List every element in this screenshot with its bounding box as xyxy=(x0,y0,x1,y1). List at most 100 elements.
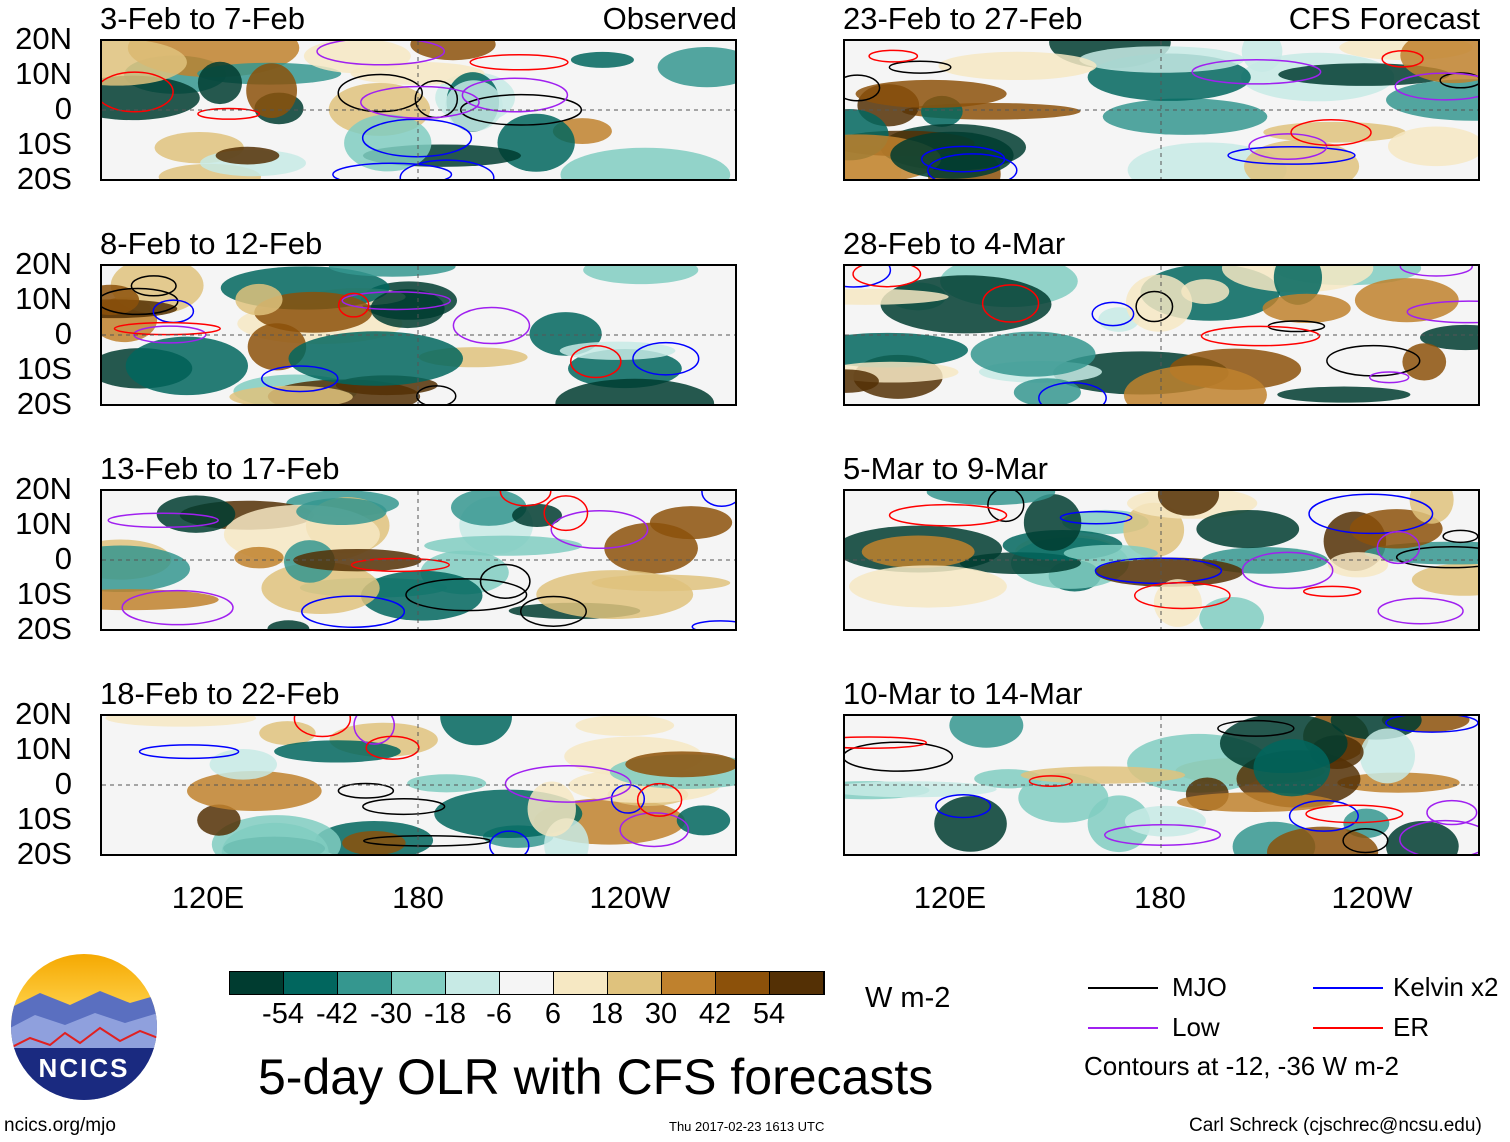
er-contour xyxy=(543,495,589,532)
olr-anomaly-blob xyxy=(407,774,487,793)
colorbar-swatch xyxy=(554,972,608,994)
low-contour xyxy=(1368,371,1410,384)
kelvin-contour xyxy=(399,159,495,179)
colorbar-swatch xyxy=(392,972,446,994)
panel-label: Observed xyxy=(602,1,737,36)
olr-anomaly-blob xyxy=(440,716,513,746)
mjo-contour xyxy=(102,287,179,316)
olr-anomaly-blob xyxy=(288,331,464,386)
kelvin-contour xyxy=(632,341,700,376)
er-contour xyxy=(1302,585,1362,598)
er-contour xyxy=(197,107,261,120)
lat-label: 10S xyxy=(16,351,72,386)
colorbar-swatch xyxy=(284,972,338,994)
low-contour xyxy=(550,509,649,550)
kelvin-contour xyxy=(1059,510,1133,525)
olr-anomaly-blob xyxy=(1199,597,1265,629)
olr-anomaly-blob xyxy=(267,620,310,629)
mjo-contour xyxy=(1326,344,1421,377)
er-contour xyxy=(337,292,370,318)
colorbar-swatch xyxy=(500,972,554,994)
kelvin-contour xyxy=(1094,557,1223,585)
legend-line-low xyxy=(1088,1027,1158,1029)
mjo-contour xyxy=(130,275,177,297)
olr-anomaly-blob xyxy=(1409,491,1454,524)
olr-anomaly-blob xyxy=(1079,46,1245,73)
olr-anomaly-blob xyxy=(527,781,576,837)
er-contour xyxy=(365,735,420,760)
olr-anomaly-blob xyxy=(657,47,735,88)
olr-anomaly-blob xyxy=(1244,139,1360,179)
olr-anomaly-blob xyxy=(861,535,975,568)
olr-anomaly-blob xyxy=(1359,728,1416,784)
mjo-contour xyxy=(1395,546,1478,569)
er-contour xyxy=(845,736,927,749)
panel-title: 3-Feb to 7-Feb xyxy=(100,1,306,36)
olr-field xyxy=(102,41,735,179)
lat-label: 20N xyxy=(15,696,72,731)
olr-anomaly-blob xyxy=(1327,552,1389,578)
olr-anomaly-blob xyxy=(102,589,219,611)
olr-anomaly-blob xyxy=(235,283,283,316)
olr-anomaly-blob xyxy=(1063,544,1158,562)
olr-anomaly-blob xyxy=(536,570,694,619)
olr-anomaly-blob xyxy=(197,61,243,105)
olr-anomaly-blob xyxy=(451,491,527,526)
lat-label: 20S xyxy=(16,836,72,871)
ncics-logo: NCICS xyxy=(10,953,158,1101)
lat-label: 0 xyxy=(54,766,72,801)
mjo-contour xyxy=(1442,529,1478,544)
er-contour xyxy=(1028,775,1073,788)
olr-anomaly-blob xyxy=(1402,343,1447,381)
footer-url[interactable]: ncics.org/mjo xyxy=(4,1115,116,1136)
colorbar-swatch xyxy=(770,972,824,994)
olr-field xyxy=(845,266,1478,404)
low-contour xyxy=(353,716,396,745)
olr-anomaly-blob xyxy=(1411,563,1478,596)
kelvin-contour xyxy=(1288,799,1359,832)
er-contour xyxy=(852,266,922,288)
olr-field xyxy=(845,41,1478,179)
olr-anomaly-blob xyxy=(102,75,200,121)
er-contour xyxy=(469,53,569,71)
olr-field xyxy=(102,266,735,404)
mjo-contour xyxy=(888,60,952,74)
map-panel xyxy=(843,39,1480,181)
olr-anomaly-blob xyxy=(186,771,322,811)
lat-label: 20S xyxy=(16,386,72,421)
er-contour xyxy=(293,716,352,738)
panel-title: 10-Mar to 14-Mar xyxy=(843,676,1083,711)
kelvin-contour xyxy=(1038,381,1107,404)
lon-label: 180 xyxy=(1134,880,1186,915)
olr-anomaly-blob xyxy=(105,716,257,727)
lat-label: 10S xyxy=(16,576,72,611)
olr-anomaly-blob xyxy=(259,721,316,746)
lat-label: 20S xyxy=(16,161,72,196)
er-contour xyxy=(981,284,1040,323)
colorbar-tick-label: -42 xyxy=(316,998,358,1030)
olr-anomaly-blob xyxy=(1087,795,1151,853)
low-contour xyxy=(121,589,234,626)
olr-anomaly-blob xyxy=(845,288,949,305)
colorbar-tick-label: -6 xyxy=(486,998,512,1030)
olr-anomaly-blob xyxy=(1337,772,1460,793)
low-contour xyxy=(461,77,569,113)
olr-anomaly-blob xyxy=(234,546,284,569)
mjo-contour xyxy=(405,578,528,612)
olr-anomaly-blob xyxy=(424,535,582,556)
olr-anomaly-blob xyxy=(555,378,715,404)
colorbar-swatch xyxy=(230,972,284,994)
low-contour xyxy=(619,812,690,848)
low-contour xyxy=(1426,799,1478,826)
olr-field xyxy=(102,491,735,629)
legend-label-low: Low xyxy=(1172,1012,1220,1042)
olr-anomaly-blob xyxy=(1023,494,1082,551)
kelvin-contour xyxy=(489,830,530,854)
lat-label: 10N xyxy=(15,731,72,766)
panel-label: CFS Forecast xyxy=(1288,1,1480,36)
olr-anomaly-blob xyxy=(949,716,1024,748)
lat-label: 10S xyxy=(16,801,72,836)
low-contour xyxy=(341,291,452,311)
lat-label: 0 xyxy=(54,316,72,351)
